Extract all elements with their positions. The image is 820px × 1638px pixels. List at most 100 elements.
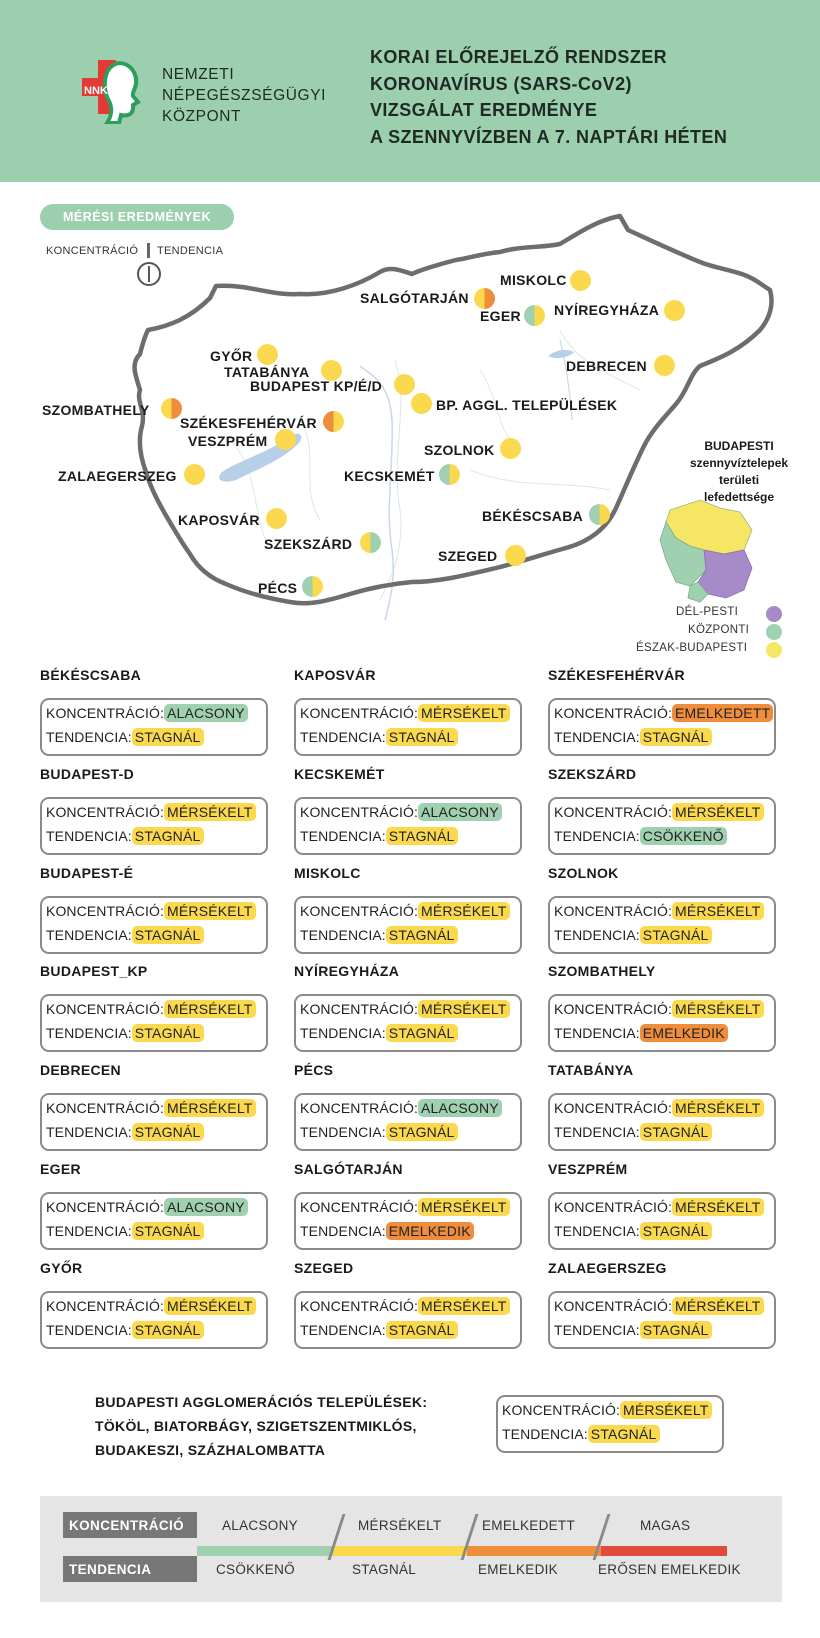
budapest-region-központi: KÖZPONTI [688,624,750,636]
trend-row: TENDENCIA: EMELKEDIK [300,1222,474,1240]
city-card-title: BUDAPEST_KP [40,963,148,979]
concentration-value: MÉRSÉKELT [163,902,256,920]
trend-value: STAGNÁL [639,926,712,944]
agglomeration-card: KONCENTRÁCIÓ: MÉRSÉKELT TENDENCIA: STAGNÁL [496,1395,724,1453]
map-city-label: SZEGED [438,548,498,564]
lake-tisza [548,349,574,359]
trend-row: TENDENCIA: STAGNÁL [300,926,458,944]
trend-value: STAGNÁL [639,728,712,746]
trend-value: STAGNÁL [639,1123,712,1141]
scale-trend-level: ERŐSEN EMELKEDIK [598,1562,741,1577]
concentration-value: MÉRSÉKELT [163,1297,256,1315]
concentration-value: MÉRSÉKELT [163,1099,256,1117]
city-card-title: BUDAPEST-D [40,766,135,782]
trend-row: TENDENCIA: STAGNÁL [46,926,204,944]
trend-value: EMELKEDIK [639,1024,728,1042]
trend-row: TENDENCIA: STAGNÁL [554,728,712,746]
tisza-river [559,339,573,421]
organization-name: NEMZETI NÉPEGÉSZSÉGÜGYI KÖZPONT [162,66,327,125]
city-status-dot [323,411,344,432]
map-city-label: SALGÓTARJÁN [360,290,469,306]
city-status-dot [664,300,685,321]
map-city-label: GYŐR [210,348,253,364]
map-city-label: KECSKEMÉT [344,468,435,484]
city-card-title: DEBRECEN [40,1062,121,1078]
budapest-inset-map [659,499,753,603]
header: NNK NEMZETI NÉPEGÉSZSÉGÜGYI KÖZPONT KORA… [0,0,820,182]
trend-row: TENDENCIA: STAGNÁL [300,1321,458,1339]
section-label: MÉRÉSI EREDMÉNYEK [40,204,234,230]
concentration-value: MÉRSÉKELT [417,1198,510,1216]
concentration-value: MÉRSÉKELT [417,902,510,920]
city-result-card: KONCENTRÁCIÓ: ALACSONY TENDENCIA: STAGNÁL [40,1192,268,1250]
map-city-label: NYÍREGYHÁZA [554,302,660,318]
concentration-row: KONCENTRÁCIÓ: MÉRSÉKELT [46,803,256,821]
city-result-card: KONCENTRÁCIÓ: MÉRSÉKELT TENDENCIA: STAGNÁL [548,1093,776,1151]
concentration-value: MÉRSÉKELT [163,803,256,821]
city-result-card: KONCENTRÁCIÓ: MÉRSÉKELT TENDENCIA: EMELKEDI… [548,994,776,1052]
trend-value: STAGNÁL [385,926,458,944]
city-status-dot [589,504,610,525]
concentration-row: KONCENTRÁCIÓ: MÉRSÉKELT [46,902,256,920]
trend-row: TENDENCIA: STAGNÁL [554,1123,712,1141]
concentration-value: MÉRSÉKELT [417,1000,510,1018]
concentration-value: ALACSONY [163,1198,248,1216]
city-result-card: KONCENTRÁCIÓ: MÉRSÉKELT TENDENCIA: STAGNÁL [294,896,522,954]
city-status-dot [439,464,460,485]
trend-value: STAGNÁL [385,1123,458,1141]
trend-value: STAGNÁL [587,1425,660,1443]
city-card-title: KAPOSVÁR [294,667,376,683]
city-card-title: SZEKSZÁRD [548,766,637,782]
map-city-label: SZOLNOK [424,442,495,458]
city-status-dot [570,270,591,291]
scale-conc-level: ALACSONY [222,1518,298,1533]
trend-value: STAGNÁL [385,1321,458,1339]
trend-value: STAGNÁL [639,1321,712,1339]
concentration-row: KONCENTRÁCIÓ: MÉRSÉKELT [502,1401,712,1419]
city-status-dot [411,393,432,414]
legend-divider [147,243,150,258]
trend-row: TENDENCIA: STAGNÁL [502,1425,660,1443]
concentration-row: KONCENTRÁCIÓ: MÉRSÉKELT [300,704,510,722]
trend-row: TENDENCIA: STAGNÁL [554,926,712,944]
concentration-row: KONCENTRÁCIÓ: MÉRSÉKELT [554,803,764,821]
concentration-row: KONCENTRÁCIÓ: MÉRSÉKELT [300,1297,510,1315]
trend-value: STAGNÁL [131,728,204,746]
city-status-dot [654,355,675,376]
city-card-title: EGER [40,1161,81,1177]
legend-trend-label: TENDENCIA [157,245,224,257]
concentration-row: KONCENTRÁCIÓ: MÉRSÉKELT [300,1000,510,1018]
concentration-value: EMELKEDETT [671,704,774,722]
trend-row: TENDENCIA: STAGNÁL [46,728,204,746]
city-card-title: MISKOLC [294,865,361,881]
city-result-card: KONCENTRÁCIÓ: MÉRSÉKELT TENDENCIA: STAGNÁL [294,1291,522,1349]
county-borders [229,329,641,601]
scale-conc-level: MÉRSÉKELT [358,1518,442,1533]
city-status-dot [360,532,381,553]
city-result-card: KONCENTRÁCIÓ: MÉRSÉKELT TENDENCIA: STAGNÁL [40,1093,268,1151]
concentration-value: MÉRSÉKELT [671,902,764,920]
city-result-card: KONCENTRÁCIÓ: MÉRSÉKELT TENDENCIA: STAGNÁL [40,994,268,1052]
concentration-row: KONCENTRÁCIÓ: ALACSONY [300,803,502,821]
city-card-title: SZÉKESFEHÉRVÁR [548,667,685,683]
city-card-title: BÉKÉSCSABA [40,667,142,683]
city-result-card: KONCENTRÁCIÓ: MÉRSÉKELT TENDENCIA: STAGNÁL [548,1192,776,1250]
city-status-dot [500,438,521,459]
scale-strip-yellow [333,1546,467,1556]
map-city-label: BUDAPEST KP/É/D [250,378,383,394]
city-card-title: BUDAPEST-É [40,865,134,881]
concentration-value: MÉRSÉKELT [671,803,764,821]
city-card-title: SZOLNOK [548,865,619,881]
trend-row: TENDENCIA: STAGNÁL [300,1024,458,1042]
concentration-row: KONCENTRÁCIÓ: ALACSONY [46,1198,248,1216]
map-city-label: TATABÁNYA [224,364,310,380]
concentration-value: MÉRSÉKELT [671,1297,764,1315]
észak-budapesti-color-dot [766,642,782,658]
scale-strip-green [197,1546,333,1556]
concentration-row: KONCENTRÁCIÓ: MÉRSÉKELT [554,1099,764,1117]
city-result-card: KONCENTRÁCIÓ: ALACSONY TENDENCIA: STAGNÁL [40,698,268,756]
budapest-coverage-legend-title: BUDAPESTI szennyvíztelepek területi lefe… [690,439,789,504]
split-circle-legend-icon [137,262,161,286]
trend-value: STAGNÁL [639,1222,712,1240]
city-result-card: KONCENTRÁCIÓ: MÉRSÉKELT TENDENCIA: STAGNÁL [294,994,522,1052]
